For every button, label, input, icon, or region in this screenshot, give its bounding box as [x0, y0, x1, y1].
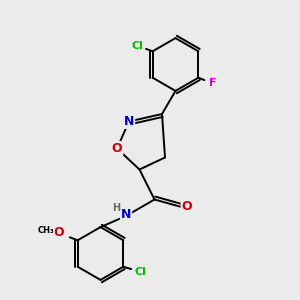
Text: CH₃: CH₃ [38, 226, 54, 235]
Text: H: H [112, 202, 121, 213]
Text: N: N [124, 115, 134, 128]
Text: O: O [53, 226, 64, 239]
Text: O: O [182, 200, 192, 214]
Text: F: F [209, 78, 217, 88]
Text: Cl: Cl [135, 267, 147, 277]
Text: Cl: Cl [131, 41, 143, 51]
Text: N: N [121, 208, 131, 221]
Text: O: O [112, 142, 122, 155]
